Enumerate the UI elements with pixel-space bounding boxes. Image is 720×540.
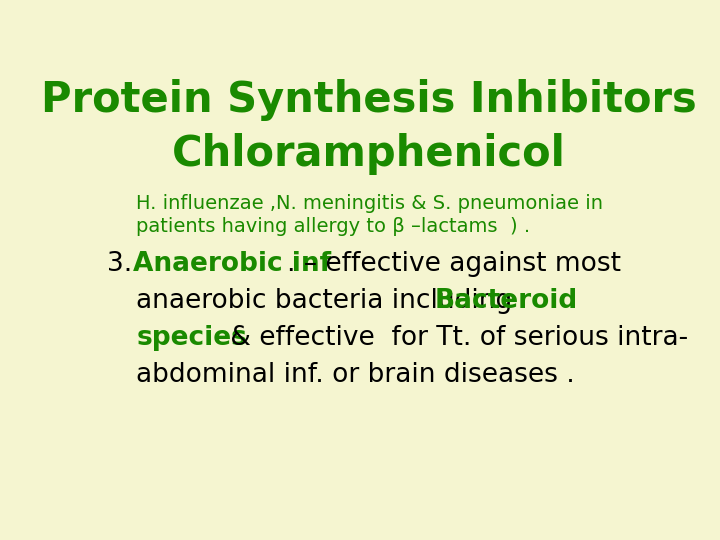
- Text: & effective  for Tt. of serious intra-: & effective for Tt. of serious intra-: [222, 325, 688, 351]
- Text: 3.: 3.: [107, 251, 140, 277]
- Text: Anaerobic inf: Anaerobic inf: [133, 251, 331, 277]
- Text: H. influenzae ,N. meningitis & S. pneumoniae in: H. influenzae ,N. meningitis & S. pneumo…: [137, 194, 603, 213]
- Text: Chloramphenicol: Chloramphenicol: [172, 132, 566, 174]
- Text: species: species: [137, 325, 248, 351]
- Text: abdominal inf. or brain diseases .: abdominal inf. or brain diseases .: [137, 362, 575, 388]
- Text: anaerobic bacteria including: anaerobic bacteria including: [137, 288, 521, 314]
- Text: Protein Synthesis Inhibitors: Protein Synthesis Inhibitors: [41, 79, 697, 120]
- Text: . – effective against most: . – effective against most: [287, 251, 621, 277]
- Text: patients having allergy to β –lactams  ) .: patients having allergy to β –lactams ) …: [137, 217, 531, 237]
- Text: Bacteroid: Bacteroid: [435, 288, 578, 314]
